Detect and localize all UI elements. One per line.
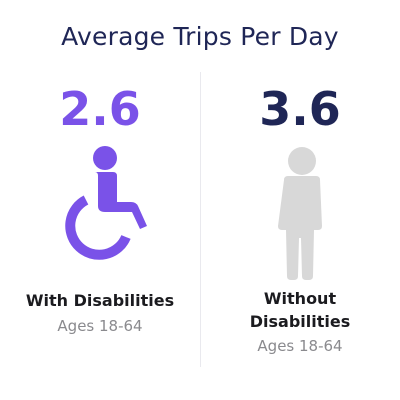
with-disabilities-age-range: Ages 18-64 — [57, 317, 143, 335]
column-divider — [200, 72, 201, 367]
with-disabilities-label: With Disabilities — [25, 291, 175, 310]
with-disabilities-value: 2.6 — [59, 82, 141, 136]
wheelchair-icon — [50, 142, 150, 282]
person-icon — [250, 142, 350, 282]
without-disabilities-column: 3.6 Without Disabilities Ages 18-64 — [200, 80, 400, 380]
chart-title: Average Trips Per Day — [61, 22, 339, 51]
without-disabilities-value: 3.6 — [259, 82, 341, 136]
with-disabilities-column: 2.6 With Disabilities Ages 18-64 — [0, 80, 200, 380]
without-disabilities-label-line-1: Without — [263, 289, 337, 308]
without-disabilities-label-line-2: Disabilities — [249, 312, 351, 331]
without-disabilities-age-range: Ages 18-64 — [257, 337, 343, 355]
